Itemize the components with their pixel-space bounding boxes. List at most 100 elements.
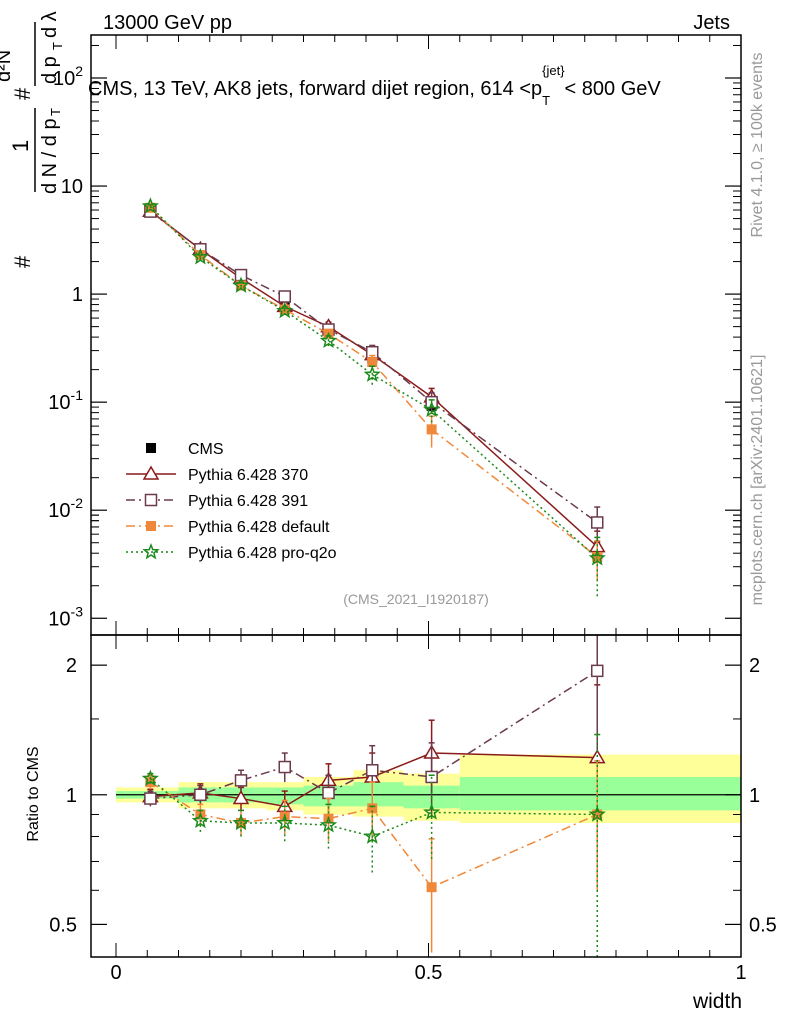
header-right: Jets <box>693 12 730 34</box>
ratio-point <box>144 792 157 805</box>
plot-title-sup: {jet} <box>542 63 565 78</box>
main-series-line <box>149 207 598 558</box>
ratio-series-pythia-6-428-391 <box>144 635 604 819</box>
plot-title-main: CMS, 13 TeV, AK8 jets, forward dijet reg… <box>88 78 542 100</box>
ratio-point <box>194 788 207 802</box>
legend-entry: Pythia 6.428 391 <box>126 493 308 510</box>
main-point <box>367 357 378 368</box>
legend-label: Pythia 6.428 370 <box>188 467 308 484</box>
main-point <box>319 331 338 349</box>
ratio-ytick-label-right: 2 <box>749 655 760 677</box>
ratio-point <box>322 786 335 800</box>
ratio-point <box>141 769 159 786</box>
ratio-xtick-label: 0 <box>110 962 121 984</box>
ratio-ytick-label: 0.5 <box>49 914 77 936</box>
main-ytick-label-exp: -1 <box>71 387 84 403</box>
ylabel-hash: # <box>10 255 35 268</box>
plot-title-sub: T <box>542 93 550 108</box>
ylabel-numer-sub: T <box>50 42 65 50</box>
ratio-point <box>276 813 294 831</box>
ratio-xtick-label: 1 <box>735 962 746 984</box>
ratio-point <box>588 805 606 822</box>
ratio-ytick-label-right: 1 <box>749 785 760 807</box>
legend-label: Pythia 6.428 default <box>188 519 330 536</box>
main-ytick-label: 10-2 <box>48 495 83 522</box>
ylabel-hash-2: # <box>10 87 35 100</box>
ylabel-denominator: d N / d p <box>39 118 61 194</box>
x-axis-label: width <box>692 990 742 1013</box>
main-series-pythia-6-428-pro-q2o <box>141 197 606 597</box>
main-point <box>191 247 210 265</box>
main-y-axis-label: # 1 d N / d p T # d²N d p T d λ <box>0 11 65 268</box>
ratio-ytick-label-right: 0.5 <box>749 914 777 936</box>
main-point <box>363 365 381 382</box>
main-ytick-label: 102 <box>53 63 83 90</box>
main-point <box>588 549 606 566</box>
main-ytick-label: 10 <box>61 176 83 198</box>
legend-marker <box>146 443 156 453</box>
legend-entry: Pythia 6.428 pro-q2o <box>126 542 337 562</box>
legend-label: Pythia 6.428 pro-q2o <box>188 545 337 562</box>
main-point <box>276 301 294 319</box>
main-point <box>232 276 250 293</box>
main-series-line <box>149 211 598 524</box>
main-point <box>422 400 441 418</box>
legend-marker <box>142 542 160 560</box>
ratio-point <box>278 760 291 774</box>
main-point <box>278 290 291 303</box>
plot-title: CMS, 13 TeV, AK8 jets, forward dijet reg… <box>88 63 661 108</box>
ylabel-denominator-sub: T <box>48 108 63 116</box>
legend-marker <box>146 521 156 531</box>
ratio-point <box>363 827 381 844</box>
ylabel-one: 1 <box>8 140 33 152</box>
header-left: 13000 GeV pp <box>103 12 232 34</box>
rivet-version-label: Rivet 4.1.0, ≥ 100k events <box>749 53 766 238</box>
ratio-point <box>366 764 379 777</box>
main-point <box>592 551 603 562</box>
main-ytick-label-base: 10 <box>48 392 70 414</box>
main-point <box>591 516 604 529</box>
main-ytick-label-base: 10 <box>48 500 70 522</box>
ratio-series-line <box>150 670 598 800</box>
legend-entry: Pythia 6.428 default <box>126 519 330 536</box>
plot-title-tail: < 800 GeV <box>565 78 662 100</box>
ratio-series-pythia-6-428-pro-q2o <box>141 733 606 957</box>
main-point <box>141 197 159 214</box>
ratio-series-layer <box>141 635 606 957</box>
ratio-point <box>426 882 437 893</box>
main-ytick-label-exp: 2 <box>75 63 83 79</box>
ylabel-numer-top: d²N <box>0 50 15 82</box>
main-ytick-label: 10-3 <box>48 603 83 630</box>
main-series-layer <box>141 197 606 597</box>
main-ytick-label-base: 10 <box>48 608 70 630</box>
ratio-series-line <box>149 778 598 838</box>
legend-label: CMS <box>188 441 224 458</box>
legend-marker <box>144 493 158 507</box>
ratio-band-green-7 <box>459 776 741 811</box>
main-series-pythia-6-428-370 <box>142 202 606 570</box>
legend-marker <box>142 465 160 480</box>
main-ytick-label-exp: -2 <box>71 495 84 511</box>
main-point <box>426 424 437 435</box>
legend-entry: Pythia 6.428 370 <box>126 465 308 484</box>
ratio-xtick-label: 0.5 <box>415 962 443 984</box>
ratio-point <box>232 813 250 831</box>
analysis-watermark: (CMS_2021_I1920187) <box>343 591 489 607</box>
ratio-y-axis-label: Ratio to CMS <box>25 746 42 841</box>
main-ytick-label-exp: -3 <box>71 603 84 619</box>
ratio-point <box>191 811 210 829</box>
ratio-ytick-label: 2 <box>66 655 77 677</box>
ratio-point <box>367 803 378 814</box>
ylabel-lambda: d λ <box>39 11 61 38</box>
ratio-point <box>591 664 604 678</box>
ratio-point <box>319 816 338 833</box>
ratio-point <box>422 803 441 820</box>
legend: CMS Pythia 6.428 370 Pythia 6.428 391 Pythi… <box>126 441 337 562</box>
ratio-point <box>234 774 248 787</box>
ratio-point <box>592 809 603 820</box>
ratio-point <box>232 790 250 805</box>
legend-label: Pythia 6.428 391 <box>188 493 308 510</box>
ylabel-numer-bottom: d p <box>39 56 61 84</box>
